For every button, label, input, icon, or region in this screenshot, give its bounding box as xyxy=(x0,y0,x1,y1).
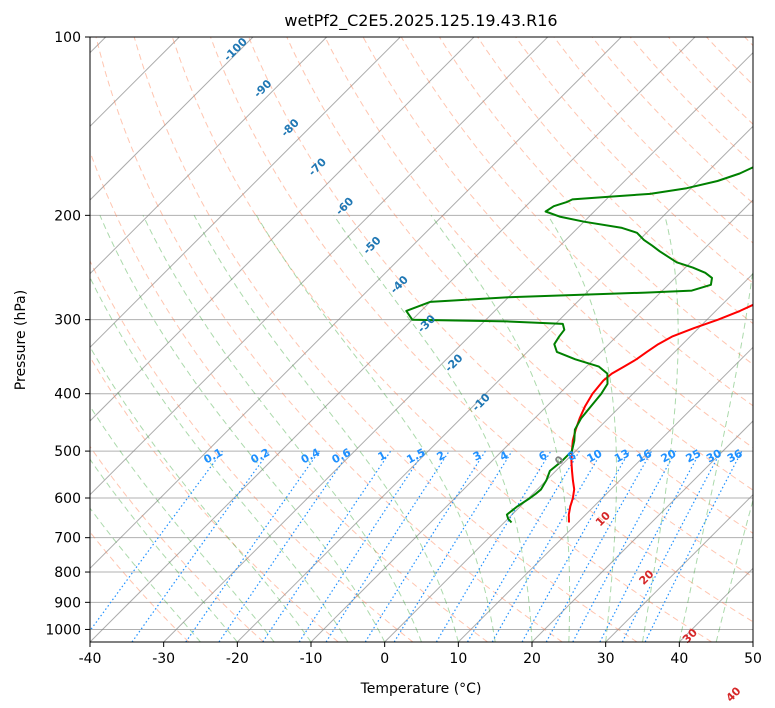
dry-adiabat-line xyxy=(90,445,264,642)
data-lines xyxy=(405,166,753,524)
dry-adiabat-line xyxy=(248,37,753,578)
x-axis-ticks: -40 -30 -20 -10 0 10 20 30 40 50 xyxy=(79,642,762,667)
y-tick-label: 900 xyxy=(54,595,81,611)
x-tick-label: -40 xyxy=(79,651,102,667)
moist-adiabat-line xyxy=(333,215,533,642)
y-tick-label: 400 xyxy=(54,387,81,403)
dry-adiabat-line xyxy=(286,37,753,534)
y-tick-label: 800 xyxy=(54,565,81,581)
dry-adiabat-line xyxy=(171,37,712,642)
dry-adiabat-line xyxy=(133,37,638,642)
dry-adiabat-line xyxy=(324,37,753,491)
isotherm-line xyxy=(457,346,753,642)
moist-adiabat-line xyxy=(90,405,275,642)
x-tick-label: 10 xyxy=(449,651,467,667)
isotherm-line xyxy=(752,641,753,642)
mixing-ratio-line xyxy=(131,450,270,642)
moist-adiabat-line xyxy=(430,215,571,642)
plot-frame xyxy=(89,36,754,643)
mixing-ratio-line xyxy=(545,450,653,642)
moist-adiabat-line xyxy=(678,265,753,642)
moist-adiabat-line xyxy=(193,215,459,642)
mixing-ratio-line xyxy=(262,450,392,642)
y-axis-title: Pressure (hPa) xyxy=(13,290,29,390)
y-tick-label: 200 xyxy=(54,208,81,224)
mixing-ratio-line xyxy=(218,450,351,642)
x-tick-label: 50 xyxy=(744,651,762,667)
y-tick-label: 600 xyxy=(54,491,81,507)
isotherm-line xyxy=(236,125,753,642)
mixing-ratio-line xyxy=(298,450,425,642)
x-axis-title: Temperature (°C) xyxy=(360,681,482,697)
isotherm-line xyxy=(163,51,753,642)
temperature-profile-line xyxy=(567,303,753,523)
isotherm-line xyxy=(310,199,753,642)
isotherm-line xyxy=(90,37,549,496)
mixing-ratio-label: 10 xyxy=(585,447,605,466)
y-tick-label: 300 xyxy=(54,313,81,329)
moist-adiabat-label: 40 xyxy=(724,684,744,704)
mixing-ratio-label: 25 xyxy=(684,447,704,466)
moist-adiabat-line xyxy=(90,458,238,642)
dewpoint-profile-line xyxy=(405,166,753,524)
mixing-ratio-label: 36 xyxy=(725,447,745,466)
mixing-ratio-line xyxy=(90,450,223,632)
isotherm-line xyxy=(90,37,401,349)
plot-background xyxy=(90,37,753,642)
x-tick-label: 30 xyxy=(597,651,615,667)
mixing-ratio-line xyxy=(393,450,513,642)
mixing-ratio-label: 20 xyxy=(659,447,679,466)
y-tick-label: 500 xyxy=(54,444,81,460)
isotherm-line xyxy=(90,37,254,201)
mixing-ratio-line xyxy=(325,450,450,642)
dry-adiabat-line xyxy=(210,37,753,623)
isotherm-line xyxy=(531,420,753,642)
x-tick-label: -30 xyxy=(152,651,175,667)
x-tick-label: -10 xyxy=(300,651,323,667)
y-tick-label: 100 xyxy=(54,30,81,46)
mixing-ratio-line xyxy=(644,450,743,642)
moist-adiabat-line xyxy=(90,345,312,642)
mixing-ratio-line xyxy=(185,450,320,642)
background-lines xyxy=(90,37,753,642)
isotherm-line xyxy=(384,272,753,642)
isotherm-line xyxy=(90,37,328,275)
isotherm-line xyxy=(605,493,753,642)
mixing-ratio-line xyxy=(521,450,631,642)
mixing-ratio-label: 16 xyxy=(634,447,654,466)
mixing-ratio-label: 30 xyxy=(704,447,724,466)
dry-adiabat-line xyxy=(95,37,563,642)
dry-adiabat-line xyxy=(90,356,339,642)
x-tick-label: 0 xyxy=(380,651,389,667)
x-tick-label: -20 xyxy=(226,651,249,667)
isotherm-line xyxy=(90,37,622,570)
y-tick-label: 700 xyxy=(54,531,81,547)
moist-adiabat-line xyxy=(642,215,679,642)
mixing-ratio-line xyxy=(572,450,677,642)
chart-title: wetPf2_C2E5.2025.125.19.43.R16 xyxy=(284,11,557,31)
dry-adiabat-line xyxy=(90,259,414,642)
y-tick-label: 1000 xyxy=(45,622,81,638)
moist-adiabat-line xyxy=(547,215,617,642)
moist-adiabat-line xyxy=(99,215,386,642)
mixing-ratio-label: 13 xyxy=(612,447,632,466)
moist-adiabat-line xyxy=(142,215,422,642)
x-tick-label: 20 xyxy=(523,651,541,667)
isotherm-line xyxy=(90,37,696,642)
x-tick-label: 40 xyxy=(670,651,688,667)
isotherm-line xyxy=(90,37,475,422)
dry-adiabat-line xyxy=(515,37,753,284)
y-axis-ticks: 100 200 300 400 500 600 700 800 900 1000 xyxy=(45,30,90,638)
